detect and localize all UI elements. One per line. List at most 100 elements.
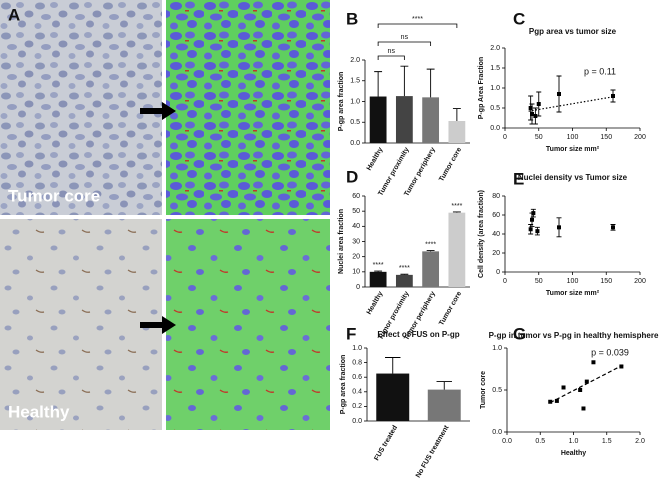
bar: [422, 251, 440, 287]
x-tick-label: 50: [535, 278, 543, 285]
y-tick-label: 20: [352, 254, 360, 261]
point: [619, 364, 624, 369]
point: [581, 406, 586, 411]
point: [584, 379, 589, 384]
y-tick-label: 0.5: [490, 105, 500, 112]
y-tick-label: 0.0: [492, 429, 502, 436]
significance: ****: [373, 262, 384, 269]
x-tick-label: 100: [567, 278, 579, 285]
chart-title: P-gp in tumor vs P-pg in healthy hemisph…: [489, 331, 659, 340]
y-tick-label: 0.5: [350, 119, 360, 126]
y-tick-label: 0.0: [350, 140, 360, 147]
point: [531, 211, 536, 216]
error-bar: [400, 65, 409, 97]
bracket: [377, 55, 405, 60]
arrow: [140, 102, 176, 120]
panel-letter: D: [346, 167, 358, 186]
x-tick-label: Tumor core: [438, 146, 463, 182]
bracket: [377, 41, 432, 46]
panel-letter: G: [513, 324, 526, 343]
x-tick-label: 0: [503, 134, 507, 141]
x-tick-label: No FUS treatment: [415, 424, 451, 478]
y-axis-label: P-gp area fraction: [338, 72, 345, 132]
y-tick-label: 30: [352, 238, 360, 245]
point: [557, 225, 561, 230]
y-tick-label: 40: [352, 223, 360, 230]
point: [578, 388, 583, 392]
trend-line: [528, 96, 614, 112]
y-axis-label: P-gp Area Fraction: [478, 57, 485, 119]
significance: ns: [388, 48, 396, 55]
point: [528, 106, 533, 110]
significance: ns: [401, 34, 409, 41]
point: [535, 229, 540, 234]
significance: ****: [425, 241, 436, 248]
x-tick-label: 150: [600, 278, 612, 285]
panel-letter: F: [346, 324, 356, 343]
bracket: [377, 23, 458, 28]
y-tick-label: 1.0: [490, 85, 500, 92]
micrograph: [0, 219, 162, 430]
panel-letter: A: [8, 5, 20, 24]
error-bar: [436, 381, 452, 390]
x-tick-label: 0.5: [535, 438, 545, 445]
bar: [395, 96, 413, 143]
y-axis-label: P-gp area fraction: [340, 355, 347, 415]
panel-letter: B: [346, 9, 358, 28]
x-axis-label: Healthy: [561, 450, 586, 457]
bar: [427, 389, 461, 421]
y-tick-label: 0.8: [352, 359, 362, 366]
x-tick-label: 100: [567, 134, 579, 141]
x-axis-label: Tumor size mm²: [546, 290, 600, 297]
chart-title: Effect of FUS on P-gp: [377, 330, 459, 339]
bar: [376, 373, 410, 421]
y-tick-label: 0: [356, 284, 360, 291]
error-bar: [452, 108, 461, 122]
y-tick-label: 2.0: [350, 57, 360, 64]
y-tick-label: 1.5: [350, 78, 360, 85]
x-tick-label: 150: [600, 134, 612, 141]
error-bar: [426, 250, 435, 252]
panel-letter: C: [513, 9, 525, 28]
y-tick-label: 1.0: [352, 345, 362, 352]
caption: Healthy: [8, 402, 70, 421]
x-tick-label: 1.0: [569, 438, 579, 445]
y-tick-label: 2.0: [490, 45, 500, 52]
bar: [395, 274, 413, 287]
point: [530, 217, 534, 222]
point: [554, 398, 559, 403]
x-tick-label: Healthy: [366, 146, 385, 171]
error-bar: [400, 273, 409, 275]
y-tick-label: 1.0: [350, 98, 360, 105]
point: [611, 225, 615, 230]
error-bar: [374, 71, 383, 97]
annotation: p = 0.039: [591, 347, 629, 357]
error-bar: [374, 270, 383, 272]
panel-letter: E: [513, 169, 524, 188]
x-tick-label: 0.0: [502, 438, 512, 445]
y-tick-label: 0.0: [490, 125, 500, 132]
bar: [369, 96, 387, 143]
point: [528, 227, 533, 232]
point: [591, 360, 596, 365]
y-tick-label: 0.5: [492, 387, 502, 394]
arrow: [140, 316, 176, 334]
x-tick-label: 0: [503, 278, 507, 285]
y-tick-label: 80: [492, 193, 500, 200]
annotation: p = 0.11: [584, 66, 616, 76]
x-tick-label: 2.0: [635, 438, 645, 445]
y-tick-label: 10: [352, 269, 360, 276]
chart-title: Pgp area vs tumor size: [529, 27, 617, 36]
bar: [448, 121, 466, 143]
x-tick-label: Tumor periphery: [403, 146, 437, 197]
x-tick-label: 50: [535, 134, 543, 141]
y-tick-label: 60: [352, 193, 360, 200]
y-tick-label: 0.6: [352, 374, 362, 381]
x-tick-label: 200: [634, 278, 646, 285]
point: [611, 94, 615, 98]
significance: ****: [399, 265, 410, 272]
y-tick-label: 50: [352, 208, 360, 215]
y-tick-label: 60: [492, 212, 500, 219]
micrograph: [0, 0, 162, 215]
caption: Tumor core: [8, 186, 100, 205]
